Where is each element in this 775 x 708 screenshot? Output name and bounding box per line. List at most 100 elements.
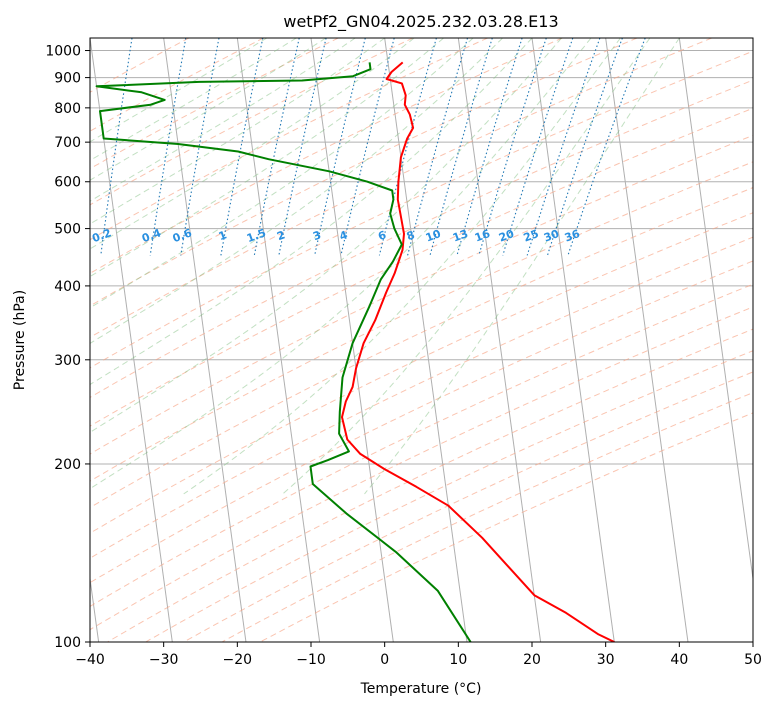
moist-adiabat: [364, 38, 680, 495]
isotherm-gridline: [678, 38, 753, 583]
dry-adiabat: [107, 328, 753, 642]
mixing-ratio-label: 4: [338, 228, 350, 243]
mixing-ratio-label: 0.6: [171, 226, 194, 245]
mixing-ratio-label: 13: [451, 227, 470, 244]
y-tick-label: 800: [54, 101, 81, 117]
mixing-ratio-line: [314, 38, 366, 256]
mixing-ratio-line: [526, 38, 601, 256]
moist-adiabat: [90, 38, 592, 490]
dry-adiabat: [90, 161, 753, 482]
mixing-ratio-line: [180, 38, 220, 256]
moist-adiabat: [90, 38, 415, 250]
x-axis-label: Temperature (°C): [360, 681, 482, 697]
mixing-ratio-label: 0.4: [140, 226, 163, 245]
mixing-ratio-label: 3: [311, 228, 323, 243]
dry-adiabat: [90, 38, 712, 338]
x-tick-label: 50: [744, 652, 762, 668]
moist-adiabat: [90, 38, 562, 434]
mixing-ratio-line: [220, 38, 264, 256]
y-tick-label: 300: [54, 353, 81, 369]
x-tick-label: −40: [75, 652, 105, 668]
moist-adiabat: [90, 38, 385, 225]
mixing-ratio-line: [278, 38, 327, 256]
plot-frame: [89, 37, 754, 643]
mixing-ratio-label: 25: [522, 227, 541, 244]
isotherm-gridline: [605, 38, 689, 642]
isotherm-gridline: [236, 38, 321, 642]
isotherm-gridline: [163, 38, 247, 642]
dry-adiabat: [90, 38, 264, 132]
isotherm-gridline: [90, 574, 100, 642]
dry-adiabat: [90, 212, 753, 534]
dry-adiabat: [90, 260, 753, 584]
mixing-ratio-label: 2: [275, 228, 287, 243]
mixing-ratio-line: [253, 38, 300, 256]
moist-adiabat: [90, 38, 268, 143]
mixing-ratio-line: [340, 38, 395, 256]
dry-adiabat: [90, 38, 563, 274]
mixing-ratio-label: 10: [424, 227, 443, 245]
moist-adiabat: [90, 38, 326, 181]
dry-adiabat: [90, 50, 753, 369]
moist-adiabat: [90, 38, 356, 202]
dry-adiabat: [145, 350, 753, 642]
isotherm-gridline: [531, 38, 615, 642]
dry-adiabat: [90, 283, 753, 608]
y-tick-label: 600: [54, 175, 81, 191]
y-tick-label: 1000: [45, 44, 81, 60]
y-tick-label: 700: [54, 135, 81, 151]
mixing-ratio-line: [456, 38, 523, 256]
moist-adiabat: [90, 38, 533, 386]
moist-adiabat: [183, 38, 621, 495]
mixing-ratio-line: [149, 38, 187, 256]
isotherm-gridline: [384, 38, 468, 642]
mixing-ratio-label: 0.2: [90, 226, 113, 245]
isotherm-gridline: [752, 38, 753, 42]
y-tick-label: 200: [54, 457, 81, 473]
dry-adiabat: [90, 187, 753, 509]
temperature-trace: [341, 61, 615, 642]
dry-adiabat: [90, 236, 753, 559]
x-tick-label: 40: [670, 652, 688, 668]
y-tick-label: 900: [54, 71, 81, 87]
moist-adiabat: [90, 38, 474, 309]
chart-title: wetPf2_GN04.2025.232.03.28.E13: [283, 12, 558, 32]
mixing-ratio-line: [378, 38, 437, 256]
x-tick-label: 10: [449, 652, 467, 668]
mixing-ratio-label: 36: [563, 227, 582, 245]
dry-adiabat: [183, 371, 753, 642]
moist-adiabat: [90, 38, 297, 162]
mixing-ratio-label: 1: [217, 228, 229, 243]
mixing-ratio-line: [502, 38, 574, 256]
moist-adiabat: [90, 38, 444, 278]
y-tick-label: 400: [54, 279, 81, 295]
dry-adiabat: [90, 134, 753, 455]
x-tick-label: 30: [597, 652, 615, 668]
mixing-ratio-label: 20: [497, 227, 516, 245]
x-tick-label: 0: [380, 652, 389, 668]
moist-adiabat: [90, 38, 503, 344]
mixing-ratio-label: 8: [405, 228, 417, 243]
x-tick-label: 20: [523, 652, 541, 668]
x-tick-label: −10: [296, 652, 326, 668]
dry-adiabat: [90, 38, 488, 241]
isotherm-gridline: [457, 38, 542, 642]
x-tick-label: −20: [223, 652, 253, 668]
mixing-ratio-label: 30: [542, 227, 561, 245]
y-tick-label: 100: [54, 635, 81, 651]
mixing-ratio-line: [407, 38, 469, 256]
mixing-ratio-label: 6: [376, 228, 388, 243]
moist-adiabat: [282, 38, 651, 495]
mixing-ratio-line: [100, 38, 133, 256]
mixing-ratio-label: 16: [473, 227, 492, 245]
mixing-ratio-line: [429, 38, 493, 256]
mixing-ratio-label: 1.5: [245, 226, 268, 245]
x-tick-label: −30: [149, 652, 179, 668]
mixing-ratio-line: [567, 38, 646, 256]
dry-adiabat: [90, 306, 753, 631]
dry-adiabat: [90, 38, 414, 206]
dry-adiabat: [90, 107, 753, 427]
y-axis-label: Pressure (hPa): [12, 290, 28, 390]
dry-adiabat: [259, 412, 753, 642]
